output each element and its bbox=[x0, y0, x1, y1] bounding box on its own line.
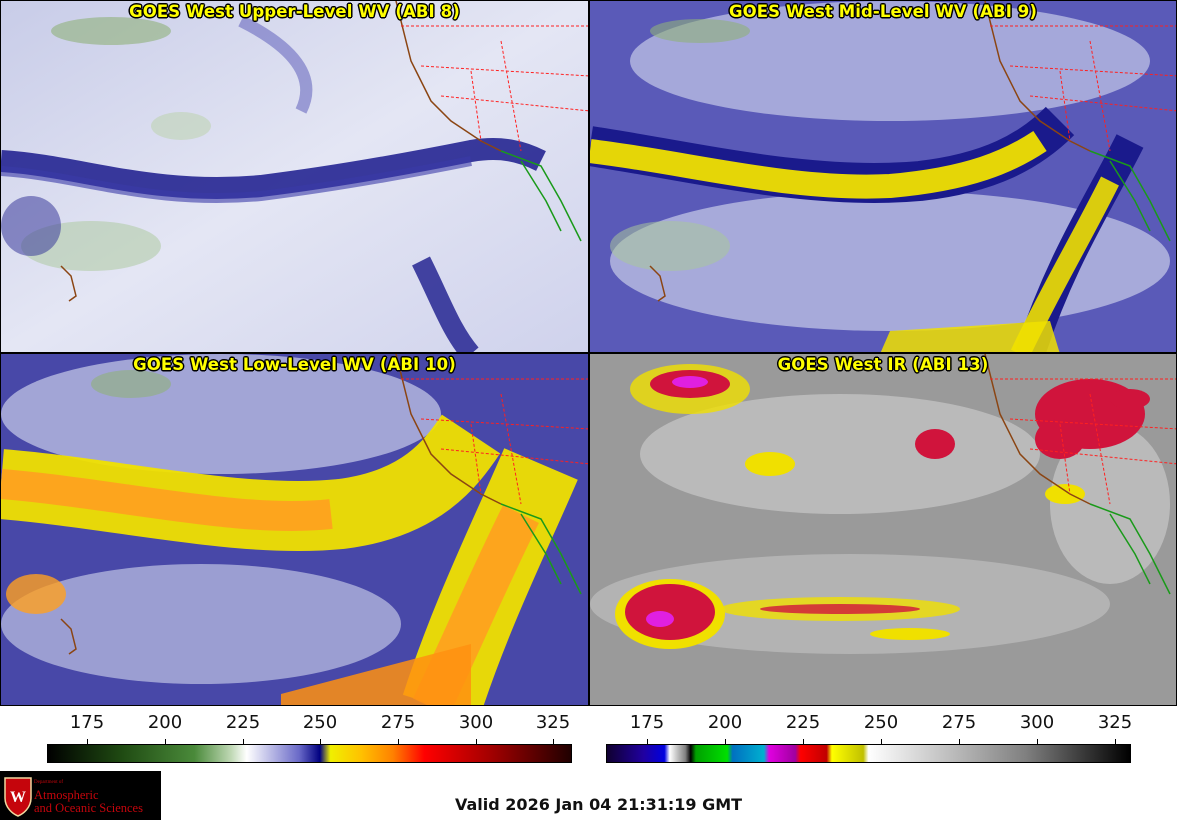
tick-label: 200 bbox=[147, 712, 183, 733]
logo-dept-text: Department of bbox=[34, 780, 64, 785]
tick-label: 275 bbox=[941, 712, 977, 733]
panel-low-level-wv: GOES West Low-Level WV (ABI 10) bbox=[0, 353, 589, 706]
tick-label: 250 bbox=[302, 712, 338, 733]
valid-time: Valid 2026 Jan 04 21:31:19 GMT bbox=[455, 795, 743, 814]
aos-logo: W Department of Atmospheric and Oceanic … bbox=[0, 771, 161, 820]
logo-name-text: Atmospheric and Oceanic Sciences bbox=[34, 789, 143, 815]
logo-name-line2: and Oceanic Sciences bbox=[34, 801, 143, 815]
panel-title: GOES West Mid-Level WV (ABI 9) bbox=[728, 2, 1038, 21]
tick-label: 250 bbox=[863, 712, 899, 733]
uw-crest-icon: W bbox=[4, 777, 32, 817]
ir-image bbox=[590, 354, 1176, 705]
tick-label: 225 bbox=[785, 712, 821, 733]
tick-label: 175 bbox=[69, 712, 105, 733]
tick-label: 200 bbox=[707, 712, 743, 733]
tick-label: 275 bbox=[380, 712, 416, 733]
panel-title: GOES West Low-Level WV (ABI 10) bbox=[133, 355, 456, 374]
wv-colorbar: 175 200 225 250 275 300 325 bbox=[0, 712, 589, 767]
wv-color-scale bbox=[47, 744, 572, 763]
panel-ir: GOES West IR (ABI 13) bbox=[589, 353, 1177, 706]
logo-name-line1: Atmospheric bbox=[34, 788, 99, 802]
panel-mid-level-wv: GOES West Mid-Level WV (ABI 9) bbox=[589, 0, 1177, 353]
tick-label: 325 bbox=[1097, 712, 1133, 733]
tick-label: 175 bbox=[629, 712, 665, 733]
panel-title: GOES West IR (ABI 13) bbox=[777, 355, 989, 374]
ir-color-scale bbox=[606, 744, 1131, 763]
tick-label: 300 bbox=[1019, 712, 1055, 733]
upper-level-wv-image bbox=[1, 1, 588, 352]
tick-label: 325 bbox=[535, 712, 571, 733]
tick-label: 300 bbox=[458, 712, 494, 733]
mid-level-wv-image bbox=[590, 1, 1176, 352]
tick-label: 225 bbox=[225, 712, 261, 733]
panel-title: GOES West Upper-Level WV (ABI 8) bbox=[129, 2, 460, 21]
low-level-wv-image bbox=[1, 354, 588, 705]
ir-colorbar: 175 200 225 250 275 300 325 bbox=[589, 712, 1177, 767]
svg-text:W: W bbox=[10, 789, 26, 806]
panel-upper-level-wv: GOES West Upper-Level WV (ABI 8) bbox=[0, 0, 589, 353]
